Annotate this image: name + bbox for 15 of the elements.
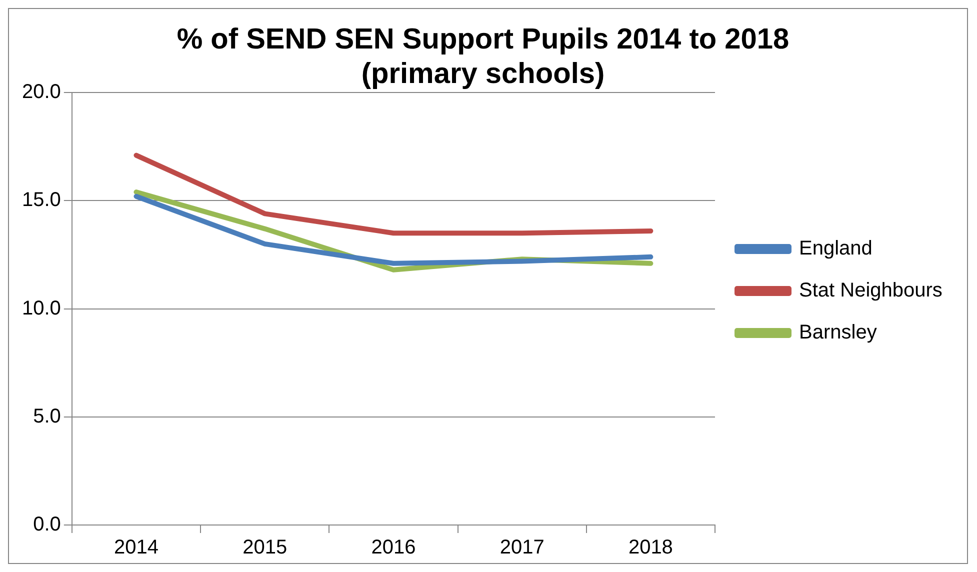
x-tick-label: 2016 bbox=[371, 536, 416, 559]
y-tick-label: 20.0 bbox=[22, 81, 61, 104]
text: % of SEND SEN Support Pupils 2014 to 2018 bbox=[176, 23, 790, 56]
y-tick-label: 5.0 bbox=[33, 405, 61, 428]
y-tick-label: 0.0 bbox=[33, 514, 61, 536]
x-tick-label: 2018 bbox=[628, 536, 673, 559]
x-tick-label: 2017 bbox=[500, 536, 544, 559]
legend-label: Barnsley bbox=[799, 322, 877, 344]
text: (primary schools) bbox=[361, 58, 605, 90]
legend-label: England bbox=[799, 238, 872, 260]
y-tick-label: 10.0 bbox=[22, 297, 61, 320]
x-tick-label: 2014 bbox=[114, 536, 158, 559]
x-tick-label: 2015 bbox=[242, 536, 288, 559]
legend-label: Stat Neighbours bbox=[799, 280, 942, 302]
y-tick-label: 15.0 bbox=[22, 189, 61, 212]
